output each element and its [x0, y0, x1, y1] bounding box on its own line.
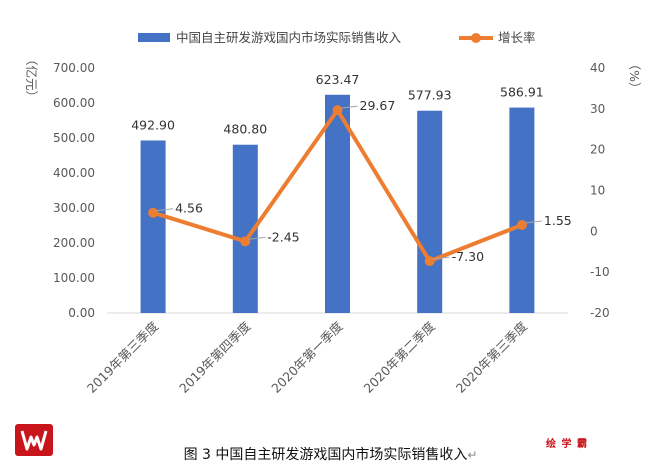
growth-label-leader — [340, 105, 358, 109]
growth-value-label: 1.55 — [544, 213, 572, 228]
figure-caption: 图 3 中国自主研发游戏国内市场实际销售收入↵ — [0, 444, 661, 464]
x-tick-label: 2020年第一季度 — [268, 318, 346, 396]
bar-value-label: 577.93 — [408, 88, 452, 103]
bar-value-label: 586.91 — [500, 85, 544, 100]
growth-point — [424, 256, 435, 267]
y2-axis-title: （%） — [627, 58, 642, 95]
y-tick-label: 300.00 — [53, 201, 95, 215]
chart-area: 中国自主研发游戏国内市场实际销售收入 增长率 （亿元） （%） 0.00 100.00 20… — [24, 30, 642, 396]
growth-label-leader — [248, 236, 266, 240]
growth-point — [240, 236, 251, 247]
y-axis-title: （亿元） — [24, 53, 39, 103]
legend-line-marker — [471, 33, 481, 43]
x-tick-label: 2020年第三季度 — [453, 318, 531, 396]
y-tick-label: 400.00 — [53, 166, 95, 180]
growth-value-label: -2.45 — [267, 229, 299, 244]
return-mark: ↵ — [467, 448, 478, 462]
growth-point — [332, 105, 343, 116]
y2-tick-label: 0 — [590, 224, 598, 238]
y-tick-label: 0.00 — [68, 306, 95, 320]
x-tick-label: 2019年第三季度 — [84, 318, 162, 396]
growth-point — [148, 207, 159, 218]
y-tick-label: 600.00 — [53, 96, 95, 110]
bar — [417, 110, 443, 313]
bar — [509, 107, 535, 313]
y2-tick-label: 20 — [590, 143, 605, 157]
x-tick-label: 2019年第四季度 — [176, 318, 254, 396]
growth-value-label: 4.56 — [175, 201, 203, 216]
legend-bar-label: 中国自主研发游戏国内市场实际销售收入 — [176, 30, 402, 45]
y-tick-label: 500.00 — [53, 131, 95, 145]
chart-svg: 中国自主研发游戏国内市场实际销售收入 增长率 （亿元） （%） 0.00 100.00 20… — [24, 30, 642, 396]
y2-tick-label: -20 — [590, 306, 610, 320]
watermark: 绘 学 霸 — [546, 439, 588, 450]
y2-tick-label: 10 — [590, 184, 605, 198]
y2-tick-label: 40 — [590, 61, 605, 75]
x-tick-label: 2020年第二季度 — [361, 318, 439, 396]
bar — [140, 140, 166, 313]
bar-value-label: 492.90 — [131, 117, 175, 132]
growth-label-leader — [156, 208, 174, 212]
growth-point — [516, 220, 527, 231]
y-tick-label: 200.00 — [53, 236, 95, 250]
red-logo-icon — [15, 424, 53, 456]
bar-value-label: 480.80 — [223, 122, 267, 137]
y2-tick-label: 30 — [590, 102, 605, 116]
growth-value-label: -7.30 — [452, 249, 484, 264]
growth-value-label: 29.67 — [360, 98, 396, 113]
y2-tick-label: -10 — [590, 265, 610, 279]
y-tick-label: 100.00 — [53, 271, 95, 285]
bar — [325, 94, 350, 314]
growth-label-leader — [524, 220, 542, 224]
legend-bar-swatch — [138, 33, 170, 42]
growth-label-leader — [432, 256, 450, 260]
caption-label: 图 3 — [183, 447, 211, 463]
legend-line-label: 增长率 — [498, 30, 536, 45]
y-tick-label: 700.00 — [53, 61, 95, 75]
caption-text: 中国自主研发游戏国内市场实际销售收入 — [215, 447, 468, 463]
bar-value-label: 623.47 — [316, 72, 360, 87]
